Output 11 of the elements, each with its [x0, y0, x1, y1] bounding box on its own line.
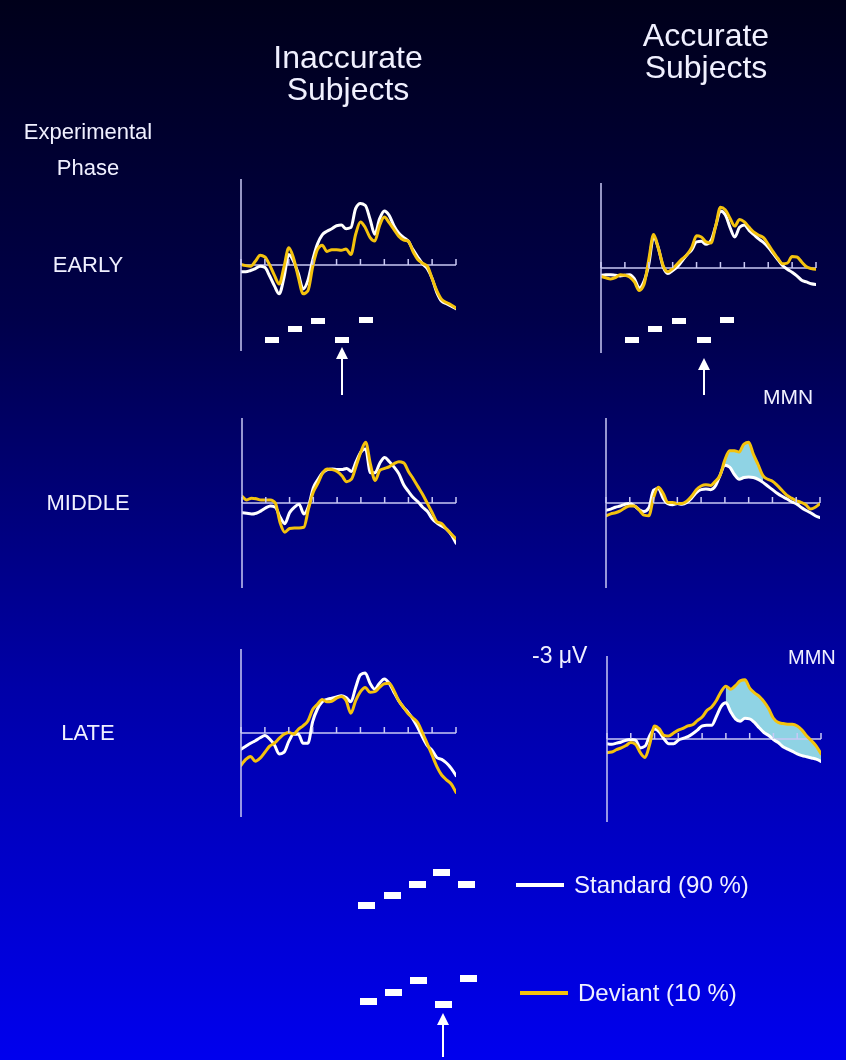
text: MMN [763, 385, 814, 408]
text: -3 μV [532, 642, 588, 668]
chart-title: Inaccurate Subjects [273, 39, 423, 107]
legend-label: Deviant (10 %) [578, 979, 737, 1006]
text: Experimental Phase [23, 119, 153, 180]
y-axis-title: EARLY [52, 252, 124, 277]
y-axis-title: LATE [61, 720, 115, 745]
text: MMN [788, 646, 836, 668]
y-axis-title: MIDDLE [46, 490, 130, 515]
legend-label: Standard (90 %) [574, 871, 749, 898]
chart-title: Accurate Subjects [642, 17, 770, 85]
